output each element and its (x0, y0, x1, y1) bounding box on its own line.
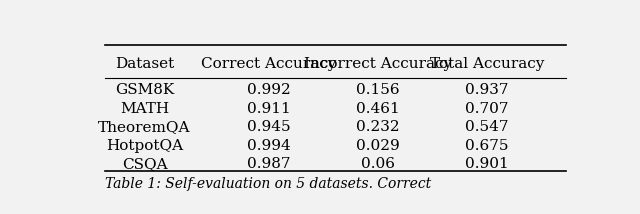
Text: Total Accuracy: Total Accuracy (429, 56, 544, 71)
Text: 0.707: 0.707 (465, 102, 508, 116)
Text: MATH: MATH (120, 102, 169, 116)
Text: 0.675: 0.675 (465, 139, 508, 153)
Text: 0.156: 0.156 (356, 83, 399, 97)
Text: 0.937: 0.937 (465, 83, 508, 97)
Text: 0.461: 0.461 (356, 102, 399, 116)
Text: CSQA: CSQA (122, 157, 167, 171)
Text: 0.232: 0.232 (356, 120, 399, 134)
Text: 0.547: 0.547 (465, 120, 508, 134)
Text: TheoremQA: TheoremQA (98, 120, 191, 134)
Text: Dataset: Dataset (115, 56, 174, 71)
Text: 0.945: 0.945 (246, 120, 291, 134)
Text: GSM8K: GSM8K (115, 83, 174, 97)
Text: Incorrect Accuracy: Incorrect Accuracy (303, 56, 452, 71)
Text: Table 1: Self-evaluation on 5 datasets. Correct: Table 1: Self-evaluation on 5 datasets. … (105, 177, 431, 191)
Text: 0.901: 0.901 (465, 157, 509, 171)
Text: 0.987: 0.987 (247, 157, 290, 171)
Text: 0.029: 0.029 (356, 139, 399, 153)
Text: HotpotQA: HotpotQA (106, 139, 183, 153)
Text: 0.994: 0.994 (246, 139, 291, 153)
Text: Correct Accuracy: Correct Accuracy (201, 56, 336, 71)
Text: 0.911: 0.911 (246, 102, 291, 116)
Text: 0.06: 0.06 (360, 157, 395, 171)
Text: 0.992: 0.992 (246, 83, 291, 97)
